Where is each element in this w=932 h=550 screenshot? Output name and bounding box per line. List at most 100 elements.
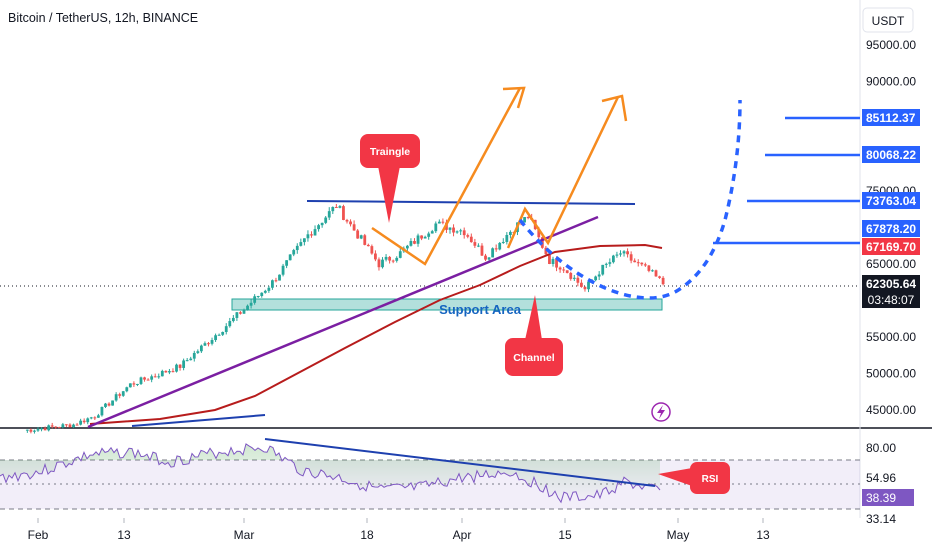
candle (484, 253, 487, 262)
rsi-fill (0, 443, 660, 503)
candle (175, 363, 178, 373)
candle (342, 204, 345, 221)
candle (395, 256, 399, 263)
candle (271, 279, 274, 290)
candle (565, 270, 569, 274)
candle (288, 254, 292, 261)
candle (263, 289, 267, 294)
candle (199, 344, 203, 353)
candle (82, 418, 86, 424)
candle (462, 227, 466, 239)
support-area-zone[interactable] (231, 298, 663, 311)
candle (587, 280, 590, 293)
rsi-callout-label: RSI (702, 474, 719, 485)
rsi-callout[interactable]: RSI (658, 462, 730, 494)
lower-support-trendline[interactable] (131, 414, 266, 427)
candle (40, 427, 43, 432)
ascending-trendline[interactable] (87, 215, 599, 429)
price-badge: 80068.22 (862, 146, 920, 163)
candle (253, 294, 257, 305)
rsi-tick-label: 80.00 (866, 441, 896, 455)
candle (246, 304, 249, 311)
candle (576, 274, 580, 287)
candle (377, 257, 381, 271)
candle (352, 220, 356, 231)
candle (260, 292, 264, 298)
candle (196, 349, 200, 355)
triangle-top-line[interactable] (306, 200, 636, 205)
candle (384, 254, 388, 262)
price-badge-label: 67169.70 (866, 240, 916, 254)
candle (334, 203, 338, 208)
candle (494, 244, 498, 252)
currency-button[interactable]: USDT (862, 7, 914, 33)
candle (473, 238, 477, 248)
candle (583, 286, 587, 292)
candle (50, 422, 54, 429)
price-pane[interactable] (0, 0, 860, 428)
candle (61, 422, 65, 429)
forecast-arrow-1[interactable] (371, 87, 522, 266)
rsi-tick-label: 54.96 (866, 471, 896, 485)
candle (306, 230, 310, 242)
channel-callout[interactable]: Channel (505, 295, 563, 376)
time-tick-label: Feb (28, 528, 49, 542)
candle (388, 255, 392, 264)
candle (36, 427, 40, 432)
candle (132, 381, 136, 387)
candle (572, 274, 576, 282)
candle (164, 370, 168, 373)
candle (313, 225, 317, 236)
candle (643, 262, 647, 267)
candle (338, 205, 342, 209)
candle (146, 378, 150, 381)
rsi-line[interactable] (0, 443, 661, 504)
candle (523, 217, 526, 223)
lightning-icon[interactable] (651, 402, 671, 422)
price-tick-label: 65000.00 (866, 257, 916, 271)
moving-average-line[interactable] (89, 243, 663, 425)
candle (214, 333, 217, 342)
candle (299, 238, 303, 247)
candle (420, 235, 423, 241)
candle (430, 229, 434, 234)
forecast-arrow-1-head (502, 86, 526, 109)
candle (235, 311, 239, 321)
candle (114, 392, 118, 402)
candle (33, 429, 36, 434)
candle (597, 271, 601, 281)
candle (160, 369, 164, 377)
rsi-value-badge: 38.39 (862, 489, 914, 506)
candle (469, 233, 473, 243)
candle (661, 276, 665, 286)
candle (391, 259, 395, 264)
candle (178, 364, 182, 371)
candle (256, 295, 260, 298)
candle (611, 254, 615, 264)
price-badge: 62305.64 (862, 275, 920, 292)
candle (562, 266, 566, 273)
projection-curve[interactable] (518, 99, 742, 300)
candle (658, 275, 661, 279)
candle (409, 238, 413, 247)
candle (608, 258, 612, 267)
candle (459, 228, 463, 236)
triangle-callout[interactable]: Traingle (360, 134, 420, 223)
price-tick-label: 45000.00 (866, 403, 916, 417)
candle (278, 274, 281, 281)
candle (466, 233, 470, 239)
candle (622, 250, 626, 257)
forecast-arrow-2[interactable] (506, 96, 620, 249)
candle (302, 238, 306, 246)
candle (363, 233, 367, 246)
candle (150, 374, 154, 383)
candle (107, 402, 111, 407)
candle (79, 418, 83, 426)
rsi-trendline[interactable] (264, 438, 656, 487)
candle (359, 234, 363, 240)
price-badge: 67169.70 (862, 238, 920, 255)
candle (168, 368, 171, 375)
candle (651, 269, 654, 272)
